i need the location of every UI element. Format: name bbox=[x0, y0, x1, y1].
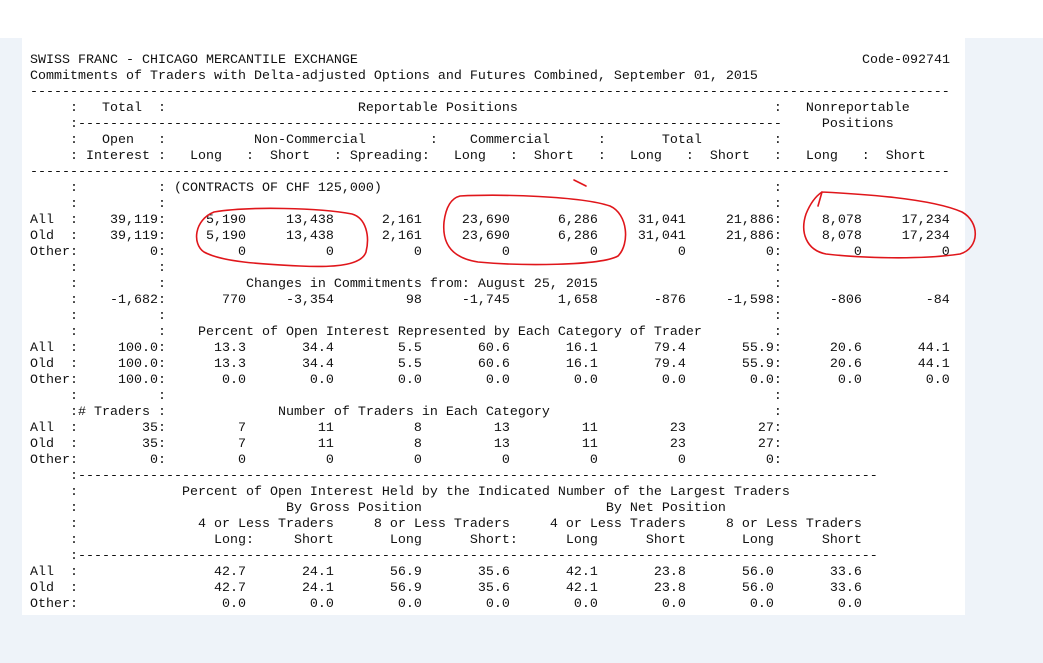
report-line: Other: 100.0: 0.0 0.0 0.0 0.0 0.0 0.0 0.… bbox=[30, 373, 950, 388]
report-line: Old : 35: 7 11 8 13 11 23 27: bbox=[30, 437, 782, 452]
report-line: : : : bbox=[30, 261, 782, 276]
report-line: :# Traders : Number of Traders in Each C… bbox=[30, 405, 782, 420]
report-panel bbox=[22, 38, 965, 615]
report-line: : : : bbox=[30, 197, 782, 212]
report-line: : 4 or Less Traders 8 or Less Traders 4 … bbox=[30, 517, 862, 532]
report-line: : : Percent of Open Interest Represented… bbox=[30, 325, 782, 340]
report-line: Other: 0: 0 0 0 0 0 0 0: bbox=[30, 453, 782, 468]
report-line: : By Gross Position By Net Position bbox=[30, 501, 726, 516]
report-line: : : : bbox=[30, 309, 782, 324]
report-line: :---------------------------------------… bbox=[30, 117, 894, 132]
report-line: Old : 42.7 24.1 56.9 35.6 42.1 23.8 56.0… bbox=[30, 581, 862, 596]
report-line: :---------------------------------------… bbox=[30, 549, 878, 564]
report-line: ----------------------------------------… bbox=[30, 85, 950, 100]
report-line: : Total : Reportable Positions : Nonrepo… bbox=[30, 101, 910, 116]
report-line: : Interest : Long : Short : Spreading: L… bbox=[30, 149, 926, 164]
report-line: : Long: Short Long Short: Long Short Lon… bbox=[30, 533, 862, 548]
report-line: Other: 0: 0 0 0 0 0 0 0: 0 0 bbox=[30, 245, 950, 260]
report-line: : -1,682: 770 -3,354 98 -1,745 1,658 -87… bbox=[30, 293, 950, 308]
top-band bbox=[0, 0, 1043, 38]
report-line: : : (CONTRACTS OF CHF 125,000) : bbox=[30, 181, 782, 196]
report-line: : Percent of Open Interest Held by the I… bbox=[30, 485, 790, 500]
report-code: Code-092741 bbox=[862, 53, 950, 68]
report-body: ----------------------------------------… bbox=[30, 85, 950, 613]
report-line: All : 42.7 24.1 56.9 35.6 42.1 23.8 56.0… bbox=[30, 565, 862, 580]
report-subtitle: Commitments of Traders with Delta-adjust… bbox=[30, 69, 758, 84]
report-line: :---------------------------------------… bbox=[30, 469, 878, 484]
report-line: Old : 39,119: 5,190 13,438 2,161 23,690 … bbox=[30, 229, 950, 244]
report-line: ----------------------------------------… bbox=[30, 165, 950, 180]
report-line: All : 100.0: 13.3 34.4 5.5 60.6 16.1 79.… bbox=[30, 341, 950, 356]
report-line: Other: 0.0 0.0 0.0 0.0 0.0 0.0 0.0 0.0 bbox=[30, 597, 862, 612]
report-line: All : 35: 7 11 8 13 11 23 27: bbox=[30, 421, 782, 436]
report-line: : : Changes in Commitments from: August … bbox=[30, 277, 782, 292]
report-line: All : 39,119: 5,190 13,438 2,161 23,690 … bbox=[30, 213, 950, 228]
report-line: : : : bbox=[30, 389, 782, 404]
report-line: Old : 100.0: 13.3 34.4 5.5 60.6 16.1 79.… bbox=[30, 357, 950, 372]
report-title: SWISS FRANC - CHICAGO MERCANTILE EXCHANG… bbox=[30, 53, 358, 68]
report-line: : Open : Non-Commercial : Commercial : T… bbox=[30, 133, 782, 148]
